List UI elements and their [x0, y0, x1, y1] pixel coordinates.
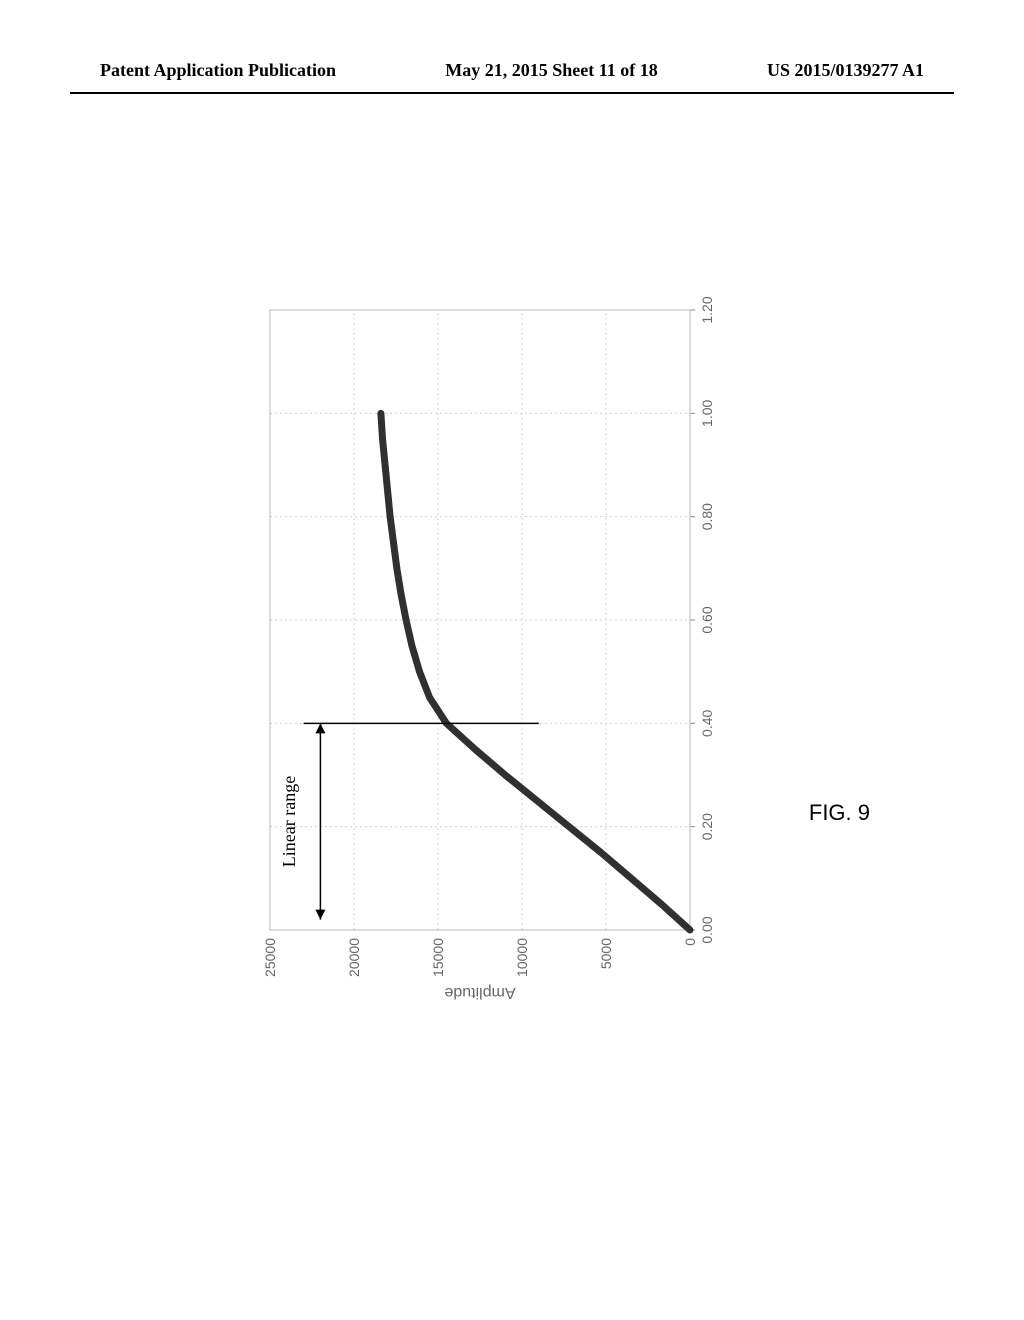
page-header: Patent Application Publication May 21, 2…: [0, 60, 1024, 81]
xtick-label: 1.20: [699, 296, 715, 323]
chart-rotated-container: 0 5000 10000 15000 20000 25000 0.00 0.20 0.40 0.6…: [250, 260, 750, 1000]
xtick-label: 0.40: [699, 709, 715, 736]
header-left: Patent Application Publication: [100, 60, 336, 81]
header-rule: [70, 92, 954, 94]
ytick-label: 0: [682, 938, 698, 946]
ytick-label: 20000: [346, 938, 362, 977]
page: Patent Application Publication May 21, 2…: [0, 0, 1024, 1320]
figure-caption: FIG. 9: [809, 800, 870, 826]
figure-area: 0 5000 10000 15000 20000 25000 0.00 0.20 0.40 0.6…: [150, 220, 850, 1040]
ytick-label: 5000: [598, 938, 614, 969]
xtick-label: 0.80: [699, 503, 715, 530]
header-center: May 21, 2015 Sheet 11 of 18: [445, 60, 657, 81]
y-axis-label: Amplitude: [444, 984, 515, 1000]
ytick-label: 25000: [262, 938, 278, 977]
header-right: US 2015/0139277 A1: [767, 60, 924, 81]
ytick-label: 15000: [430, 938, 446, 977]
xtick-label: 1.00: [699, 399, 715, 426]
xtick-label: 0.00: [699, 916, 715, 943]
chart-svg: 0 5000 10000 15000 20000 25000 0.00 0.20 0.40 0.6…: [250, 260, 750, 1000]
ytick-label: 10000: [514, 938, 530, 977]
xtick-label: 0.20: [699, 813, 715, 840]
xtick-label: 0.60: [699, 606, 715, 633]
linear-range-label: Linear range: [279, 776, 299, 867]
